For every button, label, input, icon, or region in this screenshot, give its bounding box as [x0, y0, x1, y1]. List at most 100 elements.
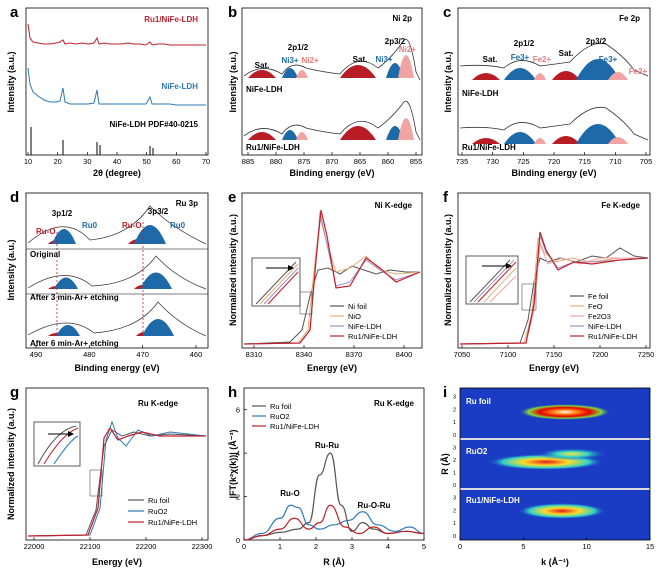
panel-g-xlabel: Energy (eV) [92, 557, 142, 567]
panel-c-xtick-label: 735 [456, 157, 469, 166]
panel-i-ytick-label: 2 [453, 508, 456, 514]
panel-h-xtick-label: 0 [242, 542, 246, 551]
panel-a-label: a [10, 4, 19, 21]
panel-i-xlabel: k (Å⁻¹) [541, 557, 569, 567]
panel-i-ytick-label: 0 [453, 483, 456, 489]
panel-d-xtick-label: 490 [30, 350, 43, 359]
panel-c-xtick-label: 715 [578, 157, 591, 166]
panel-i-ytick-label: 3 [453, 394, 456, 400]
panel-h-xtick-label: 3 [350, 542, 354, 551]
panel-e-xticks: 8310 8340 8370 8400 [246, 345, 413, 359]
panel-g-legend-rufoil: Ru foil [148, 496, 170, 505]
panel-i-map-ru [518, 503, 606, 519]
panel-c-ann-2p32: 2p3/2 [586, 37, 607, 46]
panel-a-xlabel: 2θ (degree) [93, 168, 141, 178]
panel-f-legend-fe2o3: Fe2O3 [588, 312, 611, 321]
panel-e-xtick-label: 8400 [396, 350, 413, 359]
panel-i-map-ruo2-b [536, 448, 608, 460]
panel-h-legend-rufoil: Ru foil [270, 402, 292, 411]
panel-e-inset [251, 257, 301, 307]
panel-a-ylabel: Intensity (a.u.) [6, 51, 16, 112]
panel-a-xtick-label: 40 [113, 157, 121, 166]
panel-e-xtick-label: 8310 [246, 350, 263, 359]
panel-i-ytick-label: 1 [453, 420, 456, 426]
panel-d-spectrum-6min [27, 301, 207, 337]
panel-b-xtick-label: 875 [298, 157, 311, 166]
panel-d-ylabel: Intensity (a.u.) [6, 239, 16, 300]
panel-a-curve-nife [27, 67, 206, 106]
panel-f-xtick-label: 7050 [454, 350, 471, 359]
panel-f-xtick-label: 7250 [638, 350, 655, 359]
panel-c-xtick-label: 705 [640, 157, 653, 166]
panel-d-xlabel: Binding energy (eV) [74, 363, 159, 373]
panel-d-frame [25, 192, 209, 349]
panel-f-legend: Fe foil FeO Fe2O3 NiFe-LDH Ru1/NiFe-LDH [570, 292, 637, 341]
panel-g-xticks: 22000 22100 22200 22300 [24, 537, 212, 551]
panel-c-xtick-label: 725 [517, 157, 530, 166]
panel-h-series-line-2 [243, 504, 425, 541]
panel-d-ann-ruo-1: Ru-O [36, 227, 56, 236]
panel-c-sample-ru: Ru1/NiFe-LDH [462, 143, 516, 152]
panel-i-yticks: 0 1 2 3 0 1 2 3 0 1 2 3 [453, 394, 456, 540]
panel-c-bottom-peaks [472, 124, 628, 144]
panel-i-ytick-label: 3 [453, 495, 456, 501]
panel-e-legend-nio: NiO [348, 312, 361, 321]
panel-b-label: b [228, 4, 237, 21]
panel-e-curve-ru [243, 209, 421, 345]
panel-b-top-envelope [243, 38, 421, 81]
panel-c-ann-fe3b: Fe3+ [599, 55, 618, 64]
panel-c-xtick-label: 720 [548, 157, 561, 166]
panel-g-curve-ru [27, 426, 206, 537]
panel-h-ytick-label: 6 [236, 406, 240, 415]
panel-b-sample-ru: Ru1/NiFe-LDH [246, 143, 300, 152]
panel-h-label: h [228, 384, 237, 401]
panel-i-ylabel: R (Å) [440, 453, 450, 475]
panel-i-frame [459, 387, 651, 541]
panel-e-label: e [228, 189, 236, 206]
panel-e-legend-nifoil: Ni foil [348, 302, 367, 311]
panel-b-ann-sat1: Sat. [255, 61, 270, 70]
panel-i-ytick-label: 3 [453, 445, 456, 451]
panel-h-ann-ruo: Ru-O [280, 489, 300, 498]
panel-a-xtick-label: 60 [172, 157, 180, 166]
panel-i-xticks: 0 5 10 15 [458, 537, 654, 551]
panel-c-xtick-label: 730 [486, 157, 499, 166]
panel-b-xtick-label: 865 [354, 157, 367, 166]
panel-g-title: Ru K-edge [138, 399, 179, 408]
panel-h-ytick-label: 2 [236, 493, 240, 502]
panel-f: f Normalized intensity (a.u.) Energy (eV… [443, 189, 654, 373]
panel-f-xtick-label: 7100 [500, 350, 517, 359]
panel-e-curve-nifoil [243, 265, 420, 345]
panel-i-row-rufoil: Ru foil [466, 397, 491, 406]
panel-d-dashed-guides [56, 222, 144, 336]
panel-i-map-rufoil [519, 404, 611, 420]
panel-h-xlabel: R (Å) [323, 557, 345, 567]
panel-e-title: Ni K-edge [375, 201, 413, 210]
panel-a-xtick-label: 10 [24, 157, 32, 166]
panel-b-ann-2p12: 2p1/2 [288, 43, 309, 52]
panel-d-sample-6min: After 6 min-Ar+ etching [30, 339, 119, 348]
panel-h-ytick-label: 4 [236, 449, 240, 458]
panel-b-xtick-label: 860 [382, 157, 395, 166]
panel-g-zoom-box [89, 469, 103, 497]
panel-g-legend: Ru foil RuO2 Ru1/NiFe-LDH [128, 496, 197, 527]
panel-e-legend: Ni foil NiO NiFe-LDH Ru1/NiFe-LDH [330, 302, 397, 341]
panel-b-title: Ni 2p [392, 14, 412, 23]
panel-b-bottom-peaks [248, 118, 414, 140]
panel-c-top-envelope [459, 43, 649, 77]
panel-c-sample-nife: NiFe-LDH [462, 89, 499, 98]
panel-g-inset [33, 421, 81, 467]
panel-g-legend-ruo2: RuO2 [148, 507, 168, 516]
panel-d-ann-ru0-1: Ru0 [82, 221, 98, 230]
panel-i-xtick-label: 5 [521, 542, 525, 551]
panel-f-legend-feo: FeO [588, 302, 603, 311]
panel-e-ylabel: Normalized intensity (a.u.) [228, 214, 238, 326]
panel-i-ytick-label: 2 [453, 458, 456, 464]
panel-f-legend-fefoil: Fe foil [588, 292, 609, 301]
panel-d-xticks: 490 480 470 460 [30, 345, 202, 359]
panel-c-frame [457, 7, 651, 156]
panel-i-ytick-label: 0 [453, 534, 456, 540]
panel-h-ytick-label: 0 [236, 536, 240, 545]
panel-d-sample-3min: After 3 min-Ar+ etching [30, 293, 119, 302]
panel-h-xtick-label: 4 [386, 542, 390, 551]
